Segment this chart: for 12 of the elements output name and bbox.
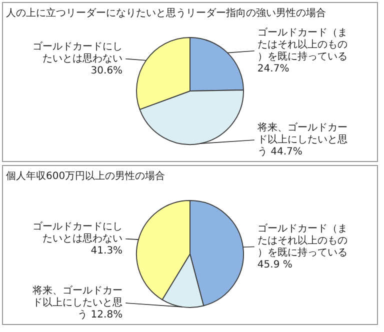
chart-title: 個人年収600万円以上の男性の場合: [6, 170, 166, 184]
data-label: 45.9 %: [257, 259, 292, 270]
data-label: 30.6%: [90, 65, 123, 76]
slice-label: 将来、ゴールドカード以上にしたいと思う 44.7%: [256, 122, 348, 158]
data-label: 24.7%: [257, 64, 290, 74]
slice-label: ゴールドカード（またはそれ以上のもの）を既に持っている: [257, 222, 348, 258]
data-label: 41.3%: [90, 245, 123, 256]
slice-label: ゴールドカード（またはそれ以上のもの）を既に持っている: [257, 26, 348, 62]
chart-title: 人の上に立つリーダーになりたいと思うリーダー指向の強い男性の場合: [6, 6, 327, 21]
slice-label: ゴールドカードにしたいとは思わない: [32, 220, 123, 244]
slice-label: ゴールドカードにしたいとは思わない: [32, 40, 123, 64]
slice-label: 将来、ゴールドカード以上にしたいと思う 12.8%: [32, 284, 123, 321]
